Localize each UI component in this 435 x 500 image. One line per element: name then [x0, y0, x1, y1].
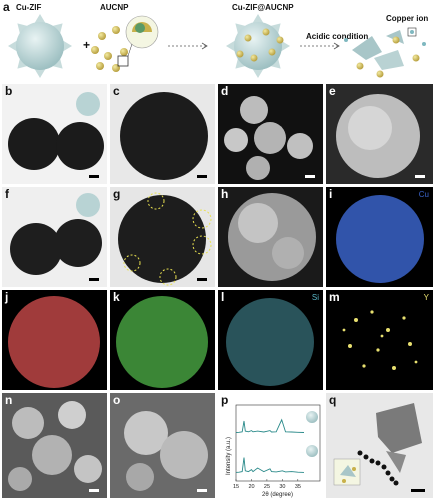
element-label-y: Y	[423, 293, 429, 302]
panel-label-p: p	[221, 393, 229, 407]
aucnp-particles	[91, 15, 159, 72]
panel-label-f: f	[5, 187, 9, 201]
scale-bar	[197, 175, 207, 178]
process-arrows	[168, 42, 340, 50]
panel-m: m Y	[326, 290, 433, 390]
panel-label-q: q	[329, 393, 337, 407]
legend-sphere-bottom	[306, 445, 318, 457]
panel-p: p Intensity (a.u.) 2θ (degree) 15 20 25 30 3…	[218, 393, 323, 498]
x-tick-label: 35	[295, 484, 301, 490]
cu-zif-particle	[8, 14, 72, 78]
panel-label-a: a	[3, 0, 10, 14]
plus-sign: +	[83, 38, 91, 52]
panel-label-b: b	[5, 84, 13, 98]
element-label-cu: Cu	[418, 190, 429, 199]
panel-h: h	[218, 187, 323, 287]
composite-label: Cu-ZIF@AUCNP	[232, 3, 294, 12]
panel-label-l: l	[221, 290, 225, 304]
aucnp-label: AUCNP	[100, 3, 129, 12]
panel-q: q	[326, 393, 433, 498]
cu-zif-label: Cu-ZIF	[16, 3, 42, 12]
scale-bar	[89, 489, 99, 492]
panel-b: b	[2, 84, 107, 184]
scale-bar	[89, 175, 99, 178]
panel-label-n: n	[5, 393, 13, 407]
panel-label-j: j	[5, 290, 9, 304]
panel-e: e	[326, 84, 433, 184]
acidic-condition-label: Acidic condition	[306, 32, 369, 41]
panel-label-h: h	[221, 187, 229, 201]
xrd-series-2	[235, 457, 305, 473]
panel-f: f	[2, 187, 107, 287]
panel-label-i: i	[329, 187, 333, 201]
panel-l: l Si	[218, 290, 323, 390]
plot-frame	[235, 404, 321, 482]
scale-bar	[305, 175, 315, 178]
degraded-fragments	[344, 27, 426, 78]
panel-n: n	[2, 393, 107, 498]
panel-label-m: m	[329, 290, 340, 304]
panel-j: j	[2, 290, 107, 390]
panel-d: d	[218, 84, 323, 184]
scale-bar	[411, 489, 425, 492]
scale-bar	[89, 278, 99, 281]
xrd-series-1	[235, 418, 305, 433]
composite-particle	[226, 14, 290, 78]
panel-g: g	[110, 187, 215, 287]
panel-k: k	[110, 290, 215, 390]
scale-bar	[197, 278, 207, 281]
y-axis-label: Intensity (a.u.)	[226, 437, 232, 475]
x-tick-label: 15	[233, 484, 239, 490]
panel-c: c	[110, 84, 215, 184]
x-tick-label: 30	[279, 484, 285, 490]
panel-label-o: o	[113, 393, 121, 407]
panel-label-g: g	[113, 187, 121, 201]
panel-i: i Cu	[326, 187, 433, 287]
x-axis-label: 2θ (degree)	[262, 492, 293, 498]
x-tick-label: 25	[264, 484, 270, 490]
panel-a: a Cu-ZIF AUCNP Cu-ZIF@AUCNP Copper ion A…	[0, 0, 435, 80]
xrd-chart: Intensity (a.u.) 2θ (degree) 15 20 25 30 35	[226, 404, 321, 498]
legend-sphere-top	[306, 411, 318, 423]
element-label-si: Si	[311, 293, 319, 302]
panel-label-e: e	[329, 84, 336, 98]
copper-ion-label: Copper ion	[386, 14, 429, 23]
panel-label-c: c	[113, 84, 120, 98]
x-tick-label: 20	[248, 484, 254, 490]
scale-bar	[415, 175, 425, 178]
schematic-drawing	[8, 14, 426, 78]
panel-o: o	[110, 393, 215, 498]
scale-bar	[197, 489, 207, 492]
panel-label-k: k	[113, 290, 120, 304]
panel-label-d: d	[221, 84, 229, 98]
